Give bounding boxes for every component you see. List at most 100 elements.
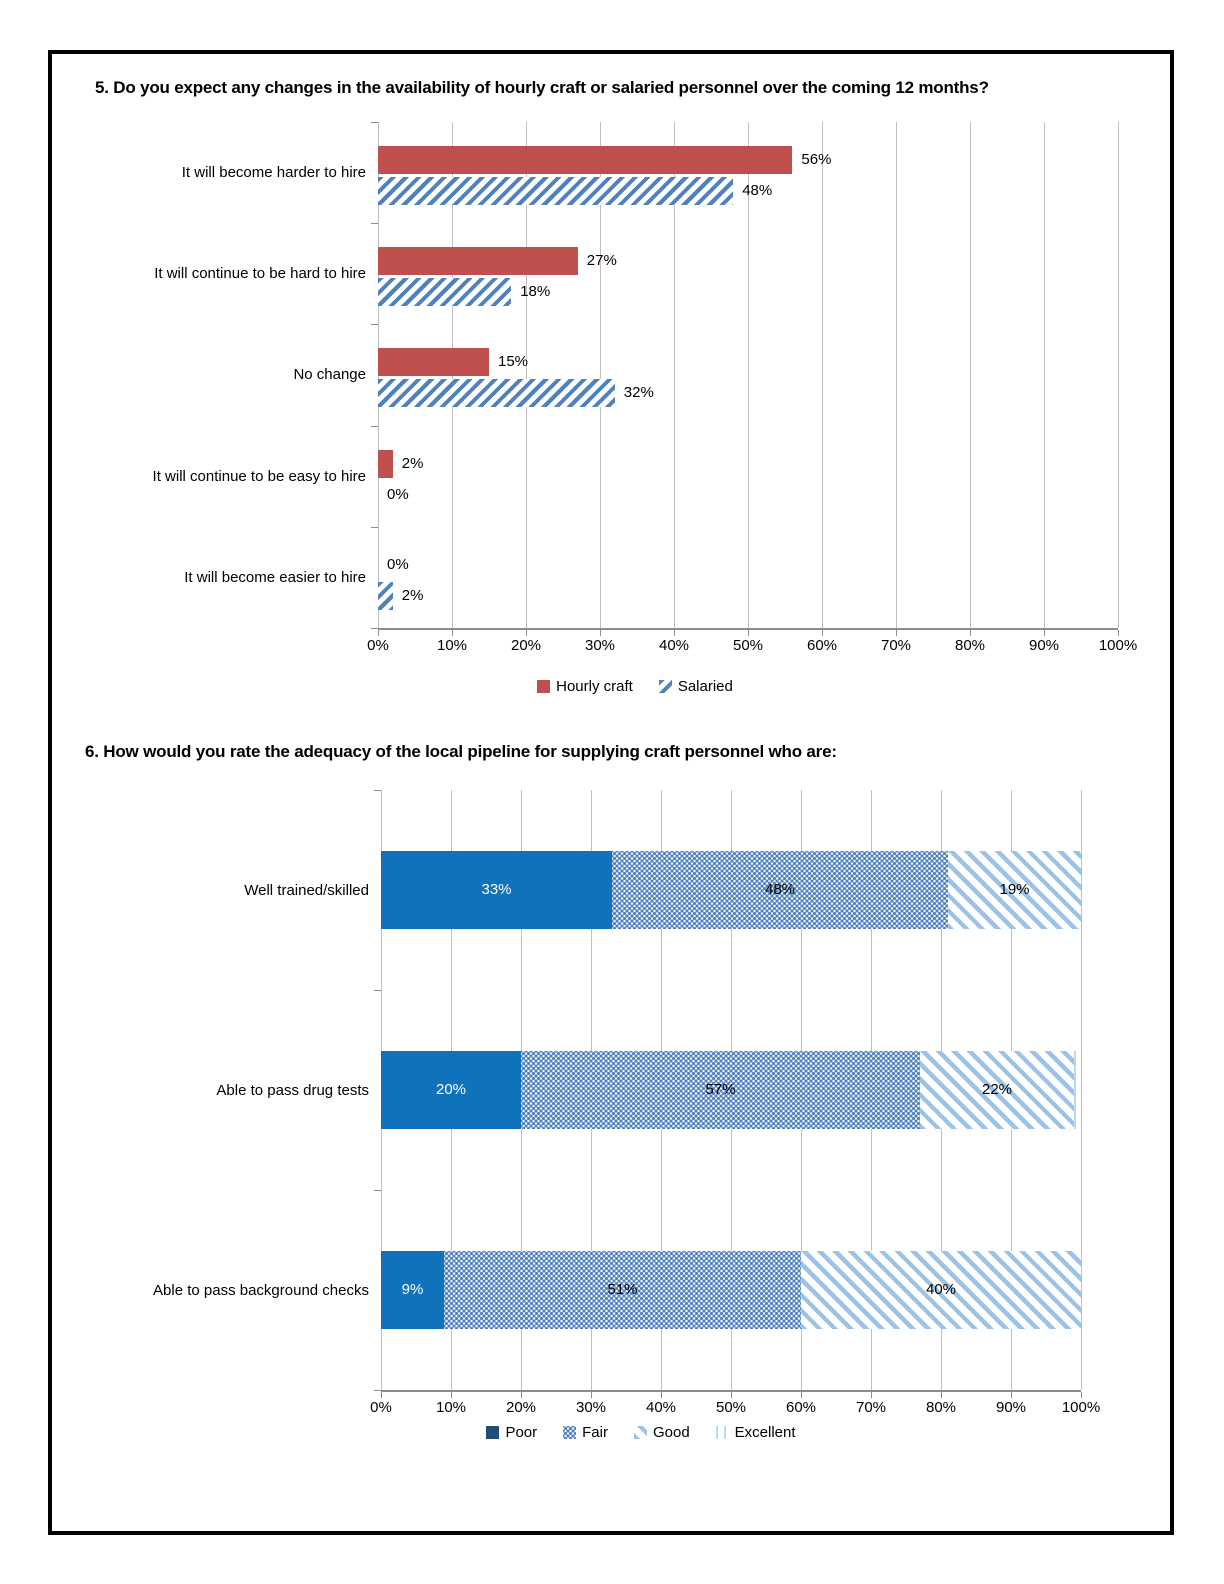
legend-label-good: Good [652,1424,690,1441]
category-label-it-will-become-harder-to-hire: It will become harder to hire [181,164,366,182]
value-label-good-well-trained-skilled: 19% [999,881,1030,898]
bar-salaried-it-will-become-easier-to-hire [378,581,393,610]
value-label-poor-able-to-pass-drug-tests: 20% [435,1081,467,1098]
segment-excellent-able-to-pass-drug-tests [1074,1051,1081,1129]
question6-category-labels: Well trained/skilled Able to pass drug te… [88,790,369,1390]
x-tick-label-90%: 90% [995,1399,1027,1416]
legend-label-fair: Fair [582,1424,608,1441]
question5-legend: Hourly craft Salaried [76,678,1194,695]
x-tick-mark-20% [526,630,527,636]
legend-label-poor: Poor [505,1424,538,1441]
value-label-salaried-it-will-become-harder-to-hire: 48% [742,182,773,199]
segment-poor-able-to-pass-drug-tests [381,1051,521,1129]
gridline-100% [1118,122,1119,628]
bar-hourly-craft-it-will-continue-to-be-hard-to-hire [378,247,578,276]
legend-label-excellent: Excellent [734,1424,796,1441]
category-tick-mark [374,1190,381,1191]
category-tick-mark [371,324,378,325]
x-tick-label-20%: 20% [505,1399,537,1416]
x-tick-mark-80% [941,1392,942,1398]
x-tick-label-70%: 70% [880,637,912,654]
x-tick-mark-0% [381,1392,382,1398]
x-tick-label-30%: 30% [584,637,616,654]
segment-good-able-to-pass-drug-tests [920,1051,1074,1129]
segment-fair-able-to-pass-background-checks [444,1251,801,1329]
category-tick-mark [371,223,378,224]
gridline-60% [822,122,823,628]
legend-item-hourly-craft: Hourly craft [537,678,633,695]
gridline-20% [526,122,527,628]
x-tick-mark-90% [1011,1392,1012,1398]
category-tick-mark [374,790,381,791]
segment-good-well-trained-skilled [948,851,1081,929]
x-tick-mark-10% [452,630,453,636]
gridline-30% [600,122,601,628]
x-tick-label-100%: 100% [1098,637,1138,654]
legend-item-poor: Poor [486,1424,537,1441]
salaried-swatch-icon [658,680,672,693]
value-label-fair-able-to-pass-drug-tests: 57% [705,1081,736,1098]
category-label-no-change: No change [293,366,366,384]
question5-plot-area: 56% 48% 27% 18% 15% 32% 2% 0% 0% 2% [371,122,1119,636]
x-tick-label-40%: 40% [645,1399,677,1416]
segment-poor-well-trained-skilled [381,851,612,929]
category-label-able-to-pass-drug-tests: Able to pass drug tests [216,1081,369,1099]
excellent-swatch-icon [715,1426,729,1439]
legend-label-salaried: Salaried [677,678,733,695]
bar-hourly-craft-it-will-become-harder-to-hire [378,146,793,174]
x-tick-mark-60% [822,630,823,636]
segment-fair-able-to-pass-drug-tests [521,1051,920,1129]
fair-swatch-icon [563,1426,577,1439]
legend-item-fair: Fair [563,1424,608,1441]
page-border: 5. Do you expect any changes in the avai… [48,50,1174,1535]
gridline-80% [970,122,971,628]
question6-plot-area: 33% 48% 19% 20% 57% 22% 9% 51% 40% [374,790,1082,1398]
x-tick-mark-70% [896,630,897,636]
value-label-hourly-craft-it-will-continue-to-be-easy-to-hire: 2% [401,454,424,472]
gridline-90% [1044,122,1045,628]
x-tick-label-90%: 90% [1028,637,1060,654]
value-label-salaried-it-will-continue-to-be-easy-to-hire: 0% [387,485,409,503]
value-label-salaried-it-will-become-easier-to-hire: 2% [401,586,424,604]
poor-swatch-icon [486,1426,500,1439]
category-label-able-to-pass-background-checks: Able to pass background checks [153,1281,369,1299]
x-tick-label-0%: 0% [367,637,389,654]
value-label-poor-able-to-pass-background-checks: 9% [401,1281,424,1298]
bar-salaried-it-will-continue-to-be-hard-to-hire [378,278,512,307]
question6-legend: Poor Fair Good Excellent [82,1424,1200,1441]
legend-item-excellent: Excellent [715,1424,796,1441]
x-tick-mark-70% [871,1392,872,1398]
gridline-100% [1081,790,1082,1390]
value-label-hourly-craft-no-change: 15% [498,353,529,371]
legend-item-salaried: Salaried [658,678,733,695]
x-tick-mark-90% [1044,630,1045,636]
legend-label-hourly-craft: Hourly craft [556,678,633,695]
x-tick-mark-20% [521,1392,522,1398]
category-tick-mark [371,628,378,629]
value-label-poor-well-trained-skilled: 33% [481,881,512,898]
x-tick-label-50%: 50% [732,637,764,654]
bar-salaried-it-will-become-harder-to-hire [378,177,734,205]
x-tick-mark-50% [731,1392,732,1398]
x-tick-label-10%: 10% [436,637,468,654]
value-label-good-able-to-pass-background-checks: 40% [925,1281,957,1298]
x-tick-mark-60% [801,1392,802,1398]
question5-category-labels: It will become harder to hire It will con… [88,122,366,628]
gridline-70% [896,122,897,628]
legend-item-good: Good [633,1424,690,1441]
value-label-hourly-craft-it-will-continue-to-be-hard-to-hire: 27% [586,252,617,270]
segment-fair-well-trained-skilled [612,851,948,929]
segment-poor-able-to-pass-background-checks [381,1251,444,1329]
category-tick-mark [374,1390,381,1391]
category-tick-mark [374,990,381,991]
x-tick-mark-30% [600,630,601,636]
x-tick-mark-10% [451,1392,452,1398]
x-tick-label-100%: 100% [1061,1399,1101,1416]
x-tick-label-80%: 80% [925,1399,957,1416]
category-tick-mark [371,527,378,528]
gridline-40% [674,122,675,628]
question6-x-axis-labels: 0% 10% 20% 30% 40% 50% 60% 70% 80% 90% 100% [370,1399,1100,1419]
x-tick-mark-0% [378,630,379,636]
value-label-good-able-to-pass-drug-tests: 22% [981,1081,1013,1098]
